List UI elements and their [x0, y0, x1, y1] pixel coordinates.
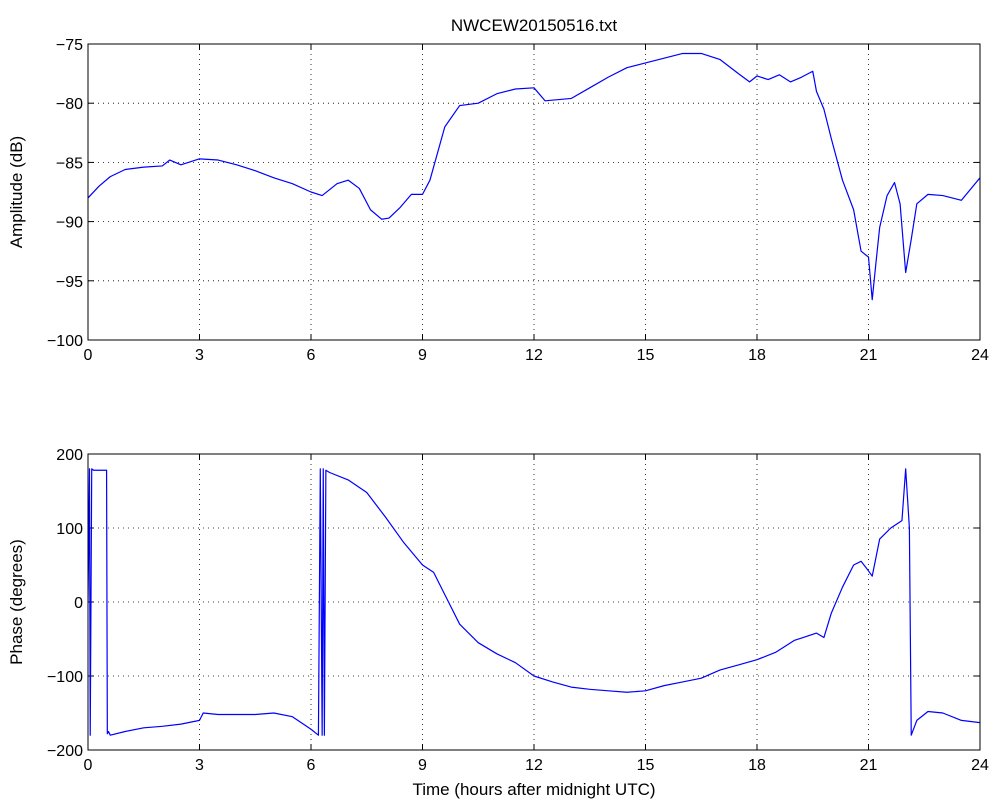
phase-x-tick-label: 24	[971, 757, 989, 774]
amplitude-plot: 0 3 6 9 12 15 18 21 24 −75 −80 −85 −90 −95 −100 NWCEW20…	[7, 16, 989, 364]
phase-y-tick-label: 0	[74, 595, 83, 612]
amplitude-x-tick-label: 21	[860, 347, 878, 364]
amplitude-series-line	[88, 52, 980, 301]
phase-y-tick-label: 200	[56, 447, 83, 464]
amplitude-x-tick-label: 12	[525, 347, 543, 364]
phase-x-tick-label: 12	[525, 757, 543, 774]
amplitude-y-tick-label: −90	[56, 215, 83, 232]
phase-x-tick-label: 3	[195, 757, 204, 774]
phase-x-axis-label: Time (hours after midnight UTC)	[412, 780, 655, 799]
amplitude-x-tick-label: 24	[971, 347, 989, 364]
amplitude-x-tick-label: 9	[418, 347, 427, 364]
amplitude-title: NWCEW20150516.txt	[451, 16, 618, 35]
amplitude-y-axis-label: Amplitude (dB)	[7, 136, 26, 248]
amplitude-axes-frame	[87, 43, 981, 341]
amplitude-plot-area	[88, 44, 980, 340]
phase-x-tick-label: 9	[418, 757, 427, 774]
amplitude-y-tick-label: −85	[56, 155, 83, 172]
phase-axes-frame	[87, 453, 981, 751]
phase-y-tick-label: −100	[47, 669, 83, 686]
phase-x-tick-label: 15	[637, 757, 655, 774]
phase-x-tick-label: 6	[307, 757, 316, 774]
phase-y-axis-label: Phase (degrees)	[7, 539, 26, 665]
phase-y-tick-label: 100	[56, 521, 83, 538]
phase-plot: 0 3 6 9 12 15 18 21 24 200 100 0 −100 −200 Time (hours…	[7, 447, 989, 799]
amplitude-y-tick-label: −100	[47, 333, 83, 350]
amplitude-y-tick-label: −80	[56, 96, 83, 113]
phase-x-tick-label: 21	[860, 757, 878, 774]
amplitude-x-tick-label: 15	[637, 347, 655, 364]
amplitude-x-tick-label: 0	[84, 347, 93, 364]
amplitude-x-tick-label: 6	[307, 347, 316, 364]
phase-series-line	[88, 468, 980, 736]
amplitude-x-tick-label: 3	[195, 347, 204, 364]
phase-x-tick-label: 18	[748, 757, 766, 774]
phase-x-tick-label: 0	[84, 757, 93, 774]
phase-y-tick-label: −200	[47, 743, 83, 760]
amplitude-y-tick-label: −75	[56, 37, 83, 54]
amplitude-y-tick-label: −95	[56, 274, 83, 291]
amplitude-x-tick-label: 18	[748, 347, 766, 364]
